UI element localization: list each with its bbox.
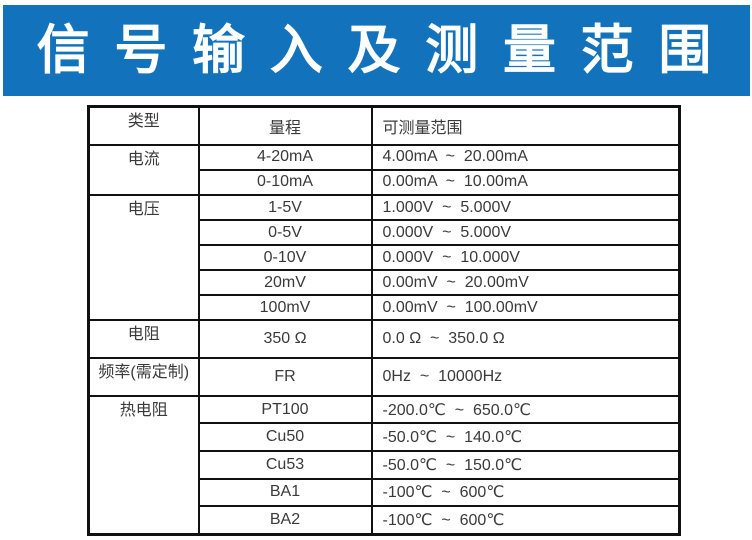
- range-cell: 0-5V: [197, 219, 373, 247]
- table-row-voltage-1: 电压 1-5V 1.000V ~ 5.000V: [87, 193, 681, 322]
- measure-cell: -100℃ ~ 600℃: [370, 477, 681, 508]
- table-row-voltage-5: 100mV 0.00mV ~ 100.00mV: [89, 294, 681, 322]
- measure-cell: 4.00mA ~ 20.00mA: [370, 143, 681, 171]
- table-row-rtd-5: BA2 -100℃ ~ 600℃: [89, 505, 681, 536]
- range-cell: 100mV: [197, 294, 373, 322]
- range-cell: 1-5V: [197, 193, 373, 222]
- range-cell: BA2: [197, 505, 373, 536]
- measure-cell: 0.00mV ~ 100.00mV: [370, 294, 681, 322]
- table-row-voltage-2: 0-5V 0.000V ~ 5.000V: [89, 219, 681, 247]
- range-cell: 350 Ω: [197, 319, 373, 360]
- measure-cell: -200.0℃ ~ 650.0℃: [370, 394, 681, 425]
- range-cell: FR: [197, 357, 373, 397]
- table-row-rtd-1: 热电阻 PT100 -200.0℃ ~ 650.0℃: [87, 394, 681, 536]
- range-cell: PT100: [197, 394, 373, 425]
- table-row-rtd-4: BA1 -100℃ ~ 600℃: [89, 477, 681, 508]
- table-row-voltage-4: 20mV 0.00mV ~ 20.00mV: [89, 269, 681, 297]
- measure-cell: 0.000V ~ 10.000V: [370, 244, 681, 272]
- measure-cell: 1.000V ~ 5.000V: [370, 193, 681, 222]
- header-range: 量程: [197, 105, 373, 146]
- header-row: 类型 量程 可测量范围: [87, 105, 681, 146]
- measure-cell: -50.0℃ ~ 140.0℃: [370, 422, 681, 452]
- type-cell-voltage: 电压: [87, 193, 200, 322]
- type-cell-rtd: 热电阻: [87, 394, 200, 536]
- table-row-rtd-3: Cu53 -50.0℃ ~ 150.0℃: [89, 449, 681, 480]
- page-title: 信 号 输 入 及 测 量 范 围: [36, 21, 717, 80]
- range-cell: 4-20mA: [197, 143, 373, 171]
- range-cell: 20mV: [197, 269, 373, 297]
- table-row-rtd-2: Cu50 -50.0℃ ~ 140.0℃: [89, 422, 681, 452]
- measure-cell: 0.00mV ~ 20.00mV: [370, 269, 681, 297]
- header-type: 类型: [87, 105, 200, 146]
- title-banner: 信 号 输 入 及 测 量 范 围: [3, 5, 750, 96]
- measure-cell: 0.000V ~ 5.000V: [370, 219, 681, 247]
- measure-cell: 0.0 Ω ~ 350.0 Ω: [370, 319, 681, 360]
- table-row-current-2: 0-10mA 0.00mA ~ 10.00mA: [89, 168, 681, 196]
- type-cell-frequency: 频率(需定制): [87, 357, 200, 397]
- table-row-frequency: 频率(需定制) FR 0Hz ~ 10000Hz: [87, 357, 681, 397]
- table-row-current-1: 电流 4-20mA 4.00mA ~ 20.00mA: [87, 143, 681, 196]
- range-cell: Cu53: [197, 449, 373, 480]
- range-cell: 0-10mA: [197, 168, 373, 196]
- header-measure: 可测量范围: [370, 105, 681, 146]
- measure-cell: 0Hz ~ 10000Hz: [370, 357, 681, 397]
- type-cell-current: 电流: [87, 143, 200, 196]
- range-cell: Cu50: [197, 422, 373, 452]
- measure-cell: -50.0℃ ~ 150.0℃: [370, 449, 681, 480]
- signal-range-table: 类型 量程 可测量范围 电流 4-20mA 4.00mA ~ 20.00mA 0…: [87, 105, 681, 536]
- range-cell: 0-10V: [197, 244, 373, 272]
- table-row-voltage-3: 0-10V 0.000V ~ 10.000V: [89, 244, 681, 272]
- type-cell-resistance: 电阻: [87, 319, 200, 360]
- table-row-resistance: 电阻 350 Ω 0.0 Ω ~ 350.0 Ω: [87, 319, 681, 360]
- range-cell: BA1: [197, 477, 373, 508]
- measure-cell: -100℃ ~ 600℃: [370, 505, 681, 536]
- measure-cell: 0.00mA ~ 10.00mA: [370, 168, 681, 196]
